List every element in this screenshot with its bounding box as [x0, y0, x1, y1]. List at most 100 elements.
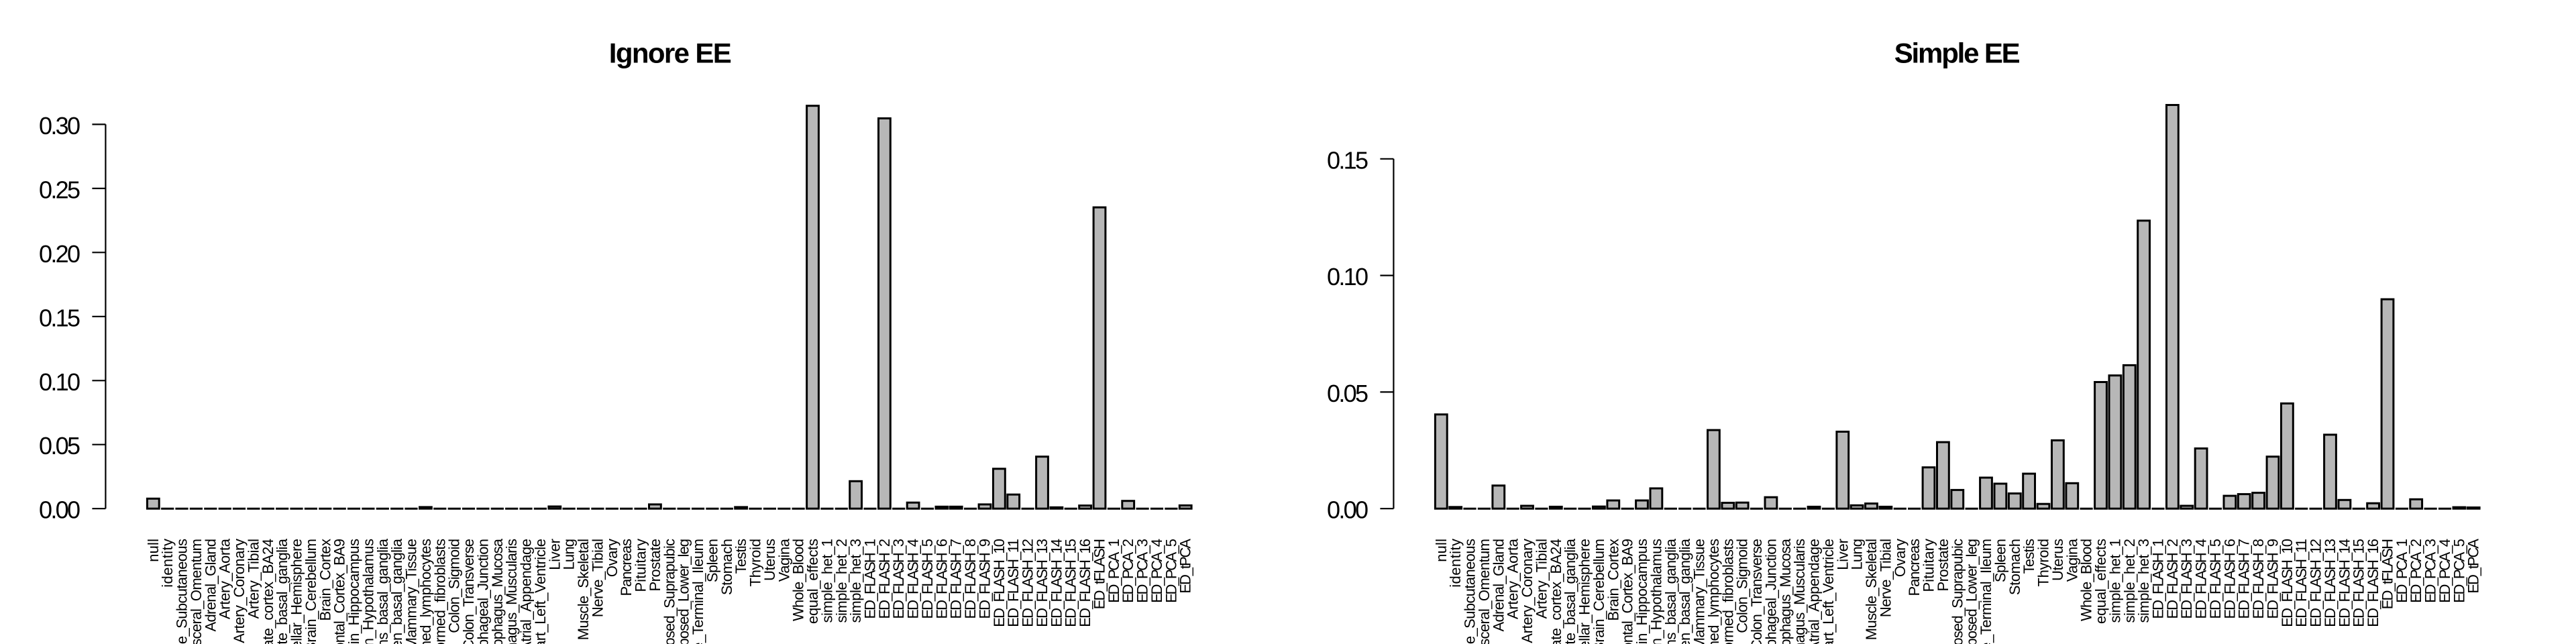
svg-text:ED_FLASH_10: ED_FLASH_10 — [991, 539, 1008, 627]
svg-text:ED_FLASH_16: ED_FLASH_16 — [2365, 539, 2381, 627]
svg-text:Cells_EBV-transformed_lymphocy: Cells_EBV-transformed_lymphocytes — [1705, 539, 1722, 644]
svg-text:Brain_Nucleus_accumbens_basal_: Brain_Nucleus_accumbens_basal_ganglia — [374, 538, 391, 644]
svg-text:ED_FLASH_11: ED_FLASH_11 — [2293, 539, 2310, 627]
svg-text:Stomach: Stomach — [2006, 539, 2023, 595]
svg-text:Uterus: Uterus — [761, 539, 778, 581]
svg-text:simple_het_1: simple_het_1 — [818, 539, 835, 623]
svg-text:Artery_Coronary: Artery_Coronary — [1519, 539, 1536, 643]
svg-text:Vagina: Vagina — [775, 538, 792, 582]
svg-text:Brain_Caudate_basal_ganglia: Brain_Caudate_basal_ganglia — [1562, 538, 1578, 644]
svg-text:Esophagus_Gastroesophageal_Jun: Esophagus_Gastroesophageal_Junction — [474, 539, 491, 644]
svg-text:Colon_Sigmoid: Colon_Sigmoid — [1734, 539, 1751, 633]
svg-text:null: null — [1433, 539, 1450, 562]
svg-text:0.10: 0.10 — [39, 368, 80, 396]
svg-text:ED_FLASH_14: ED_FLASH_14 — [2336, 539, 2353, 627]
svg-text:0.15: 0.15 — [39, 304, 80, 331]
svg-text:Brain_Hypothalamus: Brain_Hypothalamus — [1648, 539, 1664, 644]
svg-text:ED_FLASH_15: ED_FLASH_15 — [2351, 539, 2367, 627]
svg-text:Artery_Coronary: Artery_Coronary — [231, 539, 248, 643]
svg-text:Pituitary: Pituitary — [633, 539, 649, 592]
svg-text:Pituitary: Pituitary — [1921, 539, 1937, 592]
svg-text:Heart_Atrial_Appendage: Heart_Atrial_Appendage — [518, 539, 535, 644]
svg-text:Lung: Lung — [561, 539, 578, 570]
svg-text:equal_effects: equal_effects — [804, 539, 821, 624]
svg-text:Liver: Liver — [546, 539, 563, 570]
svg-text:ED_FLASH_12: ED_FLASH_12 — [2308, 539, 2324, 627]
svg-text:Brain_Cortex: Brain_Cortex — [317, 539, 333, 621]
svg-text:Esophagus_Mucosa: Esophagus_Mucosa — [489, 538, 506, 644]
svg-text:ED_FLASH_6: ED_FLASH_6 — [933, 539, 950, 619]
svg-text:ED_PCA_2: ED_PCA_2 — [1120, 539, 1136, 603]
svg-text:Brain_Frontal_Cortex_BA9: Brain_Frontal_Cortex_BA9 — [1619, 539, 1636, 644]
svg-text:Cells_Transformed_fibroblasts: Cells_Transformed_fibroblasts — [1719, 539, 1736, 644]
svg-text:simple_het_3: simple_het_3 — [2135, 539, 2152, 623]
svg-text:Pancreas: Pancreas — [618, 539, 635, 596]
svg-text:null: null — [145, 539, 162, 562]
svg-text:ED_FLASH_5: ED_FLASH_5 — [919, 539, 936, 619]
svg-text:0.30: 0.30 — [39, 112, 80, 140]
svg-text:Breast_Mammary_Tissue: Breast_Mammary_Tissue — [1691, 539, 1708, 644]
svg-text:Esophagus_Mucosa: Esophagus_Mucosa — [1777, 538, 1794, 644]
svg-text:Esophagus_Gastroesophageal_Jun: Esophagus_Gastroesophageal_Junction — [1762, 539, 1779, 644]
svg-text:Adrenal_Gland: Adrenal_Gland — [1490, 539, 1507, 632]
svg-text:Ovary: Ovary — [604, 539, 621, 577]
svg-text:Cells_EBV-transformed_lymphocy: Cells_EBV-transformed_lymphocytes — [417, 539, 434, 644]
svg-text:Prostate: Prostate — [647, 539, 663, 592]
svg-text:Heart_Left_Ventricle: Heart_Left_Ventricle — [1820, 539, 1837, 644]
svg-text:ED_FLASH_8: ED_FLASH_8 — [2250, 539, 2267, 619]
svg-text:simple_het_1: simple_het_1 — [2106, 539, 2123, 623]
svg-text:ED_PCA_3: ED_PCA_3 — [2422, 539, 2439, 603]
svg-text:Brain_Cerebellum: Brain_Cerebellum — [1591, 539, 1607, 644]
svg-text:Artery_Tibial: Artery_Tibial — [1533, 539, 1550, 619]
svg-text:Skin_Sun_Exposed_Lower_leg: Skin_Sun_Exposed_Lower_leg — [676, 539, 692, 644]
svg-text:0.10: 0.10 — [1327, 263, 1368, 290]
svg-text:Muscle_Skeletal: Muscle_Skeletal — [575, 539, 592, 640]
svg-text:Artery_Aorta: Artery_Aorta — [1505, 538, 1521, 619]
svg-text:Heart_Left_Ventricle: Heart_Left_Ventricle — [532, 539, 549, 644]
svg-text:Brain_Cerebellar_Hemisphere: Brain_Cerebellar_Hemisphere — [288, 539, 305, 644]
svg-text:0.00: 0.00 — [1327, 496, 1368, 524]
svg-text:Brain_Cerebellum: Brain_Cerebellum — [303, 539, 319, 644]
svg-text:Brain_Hippocampus: Brain_Hippocampus — [1633, 539, 1650, 644]
svg-text:ED_PCA_5: ED_PCA_5 — [1163, 539, 1179, 603]
svg-text:Brain_Cortex: Brain_Cortex — [1605, 539, 1621, 621]
svg-text:Skin_Not_Sun_Exposed_Suprapubi: Skin_Not_Sun_Exposed_Suprapubic — [661, 539, 678, 644]
svg-text:ED_FLASH_15: ED_FLASH_15 — [1063, 539, 1079, 627]
svg-text:ED_FLASH_7: ED_FLASH_7 — [2236, 539, 2253, 619]
svg-text:Pancreas: Pancreas — [1906, 539, 1923, 596]
svg-text:Simple EE: Simple EE — [1894, 38, 2021, 69]
svg-text:Brain_Hypothalamus: Brain_Hypothalamus — [360, 539, 376, 644]
svg-text:ED_FLASH_9: ED_FLASH_9 — [2265, 539, 2282, 619]
svg-text:Adipose_Visceral_Omentum: Adipose_Visceral_Omentum — [188, 539, 205, 644]
svg-text:ED_FLASH_4: ED_FLASH_4 — [2193, 539, 2210, 619]
svg-text:ED_PCA_3: ED_PCA_3 — [1134, 539, 1151, 603]
svg-text:Colon_Transverse: Colon_Transverse — [460, 539, 477, 644]
svg-text:ED_tPCA: ED_tPCA — [2465, 539, 2482, 594]
svg-text:Small_Intestine_Terminal_Ileum: Small_Intestine_Terminal_Ileum — [690, 539, 706, 644]
svg-text:Cells_Transformed_fibroblasts: Cells_Transformed_fibroblasts — [431, 539, 448, 644]
svg-text:Ignore EE: Ignore EE — [609, 38, 732, 69]
svg-text:Brain_Cerebellar_Hemisphere: Brain_Cerebellar_Hemisphere — [1576, 539, 1593, 644]
svg-text:ED_FLASH_13: ED_FLASH_13 — [1034, 539, 1051, 627]
svg-text:ED_FLASH_6: ED_FLASH_6 — [2221, 539, 2238, 619]
svg-text:Brain_Frontal_Cortex_BA9: Brain_Frontal_Cortex_BA9 — [331, 539, 348, 644]
svg-text:Testis: Testis — [733, 539, 749, 574]
svg-text:ED_PCA_4: ED_PCA_4 — [1148, 539, 1165, 603]
svg-text:ED_FLASH_12: ED_FLASH_12 — [1020, 539, 1036, 627]
svg-text:Skin_Not_Sun_Exposed_Suprapubi: Skin_Not_Sun_Exposed_Suprapubic — [1949, 539, 1966, 644]
svg-text:ED_FLASH_3: ED_FLASH_3 — [2178, 539, 2195, 619]
svg-text:ED_tPCA: ED_tPCA — [1177, 539, 1194, 594]
svg-text:ED_FLASH_9: ED_FLASH_9 — [977, 539, 994, 619]
svg-text:ED_FLASH_5: ED_FLASH_5 — [2207, 539, 2224, 619]
svg-text:Spleen: Spleen — [704, 539, 720, 582]
svg-text:0.20: 0.20 — [39, 240, 80, 268]
svg-text:Brain_Anterior_cingulate_corte: Brain_Anterior_cingulate_cortex_BA24 — [260, 539, 276, 644]
svg-text:Vagina: Vagina — [2063, 538, 2080, 582]
svg-text:0.05: 0.05 — [1327, 380, 1368, 407]
svg-text:Artery_Aorta: Artery_Aorta — [217, 538, 233, 619]
svg-text:ED_FLASH_2: ED_FLASH_2 — [2164, 539, 2181, 619]
svg-text:simple_het_3: simple_het_3 — [847, 539, 864, 623]
svg-text:Lung: Lung — [1849, 539, 1866, 570]
svg-text:Esophagus_Muscularis: Esophagus_Muscularis — [503, 539, 520, 644]
svg-text:ED_FLASH_14: ED_FLASH_14 — [1048, 539, 1065, 627]
